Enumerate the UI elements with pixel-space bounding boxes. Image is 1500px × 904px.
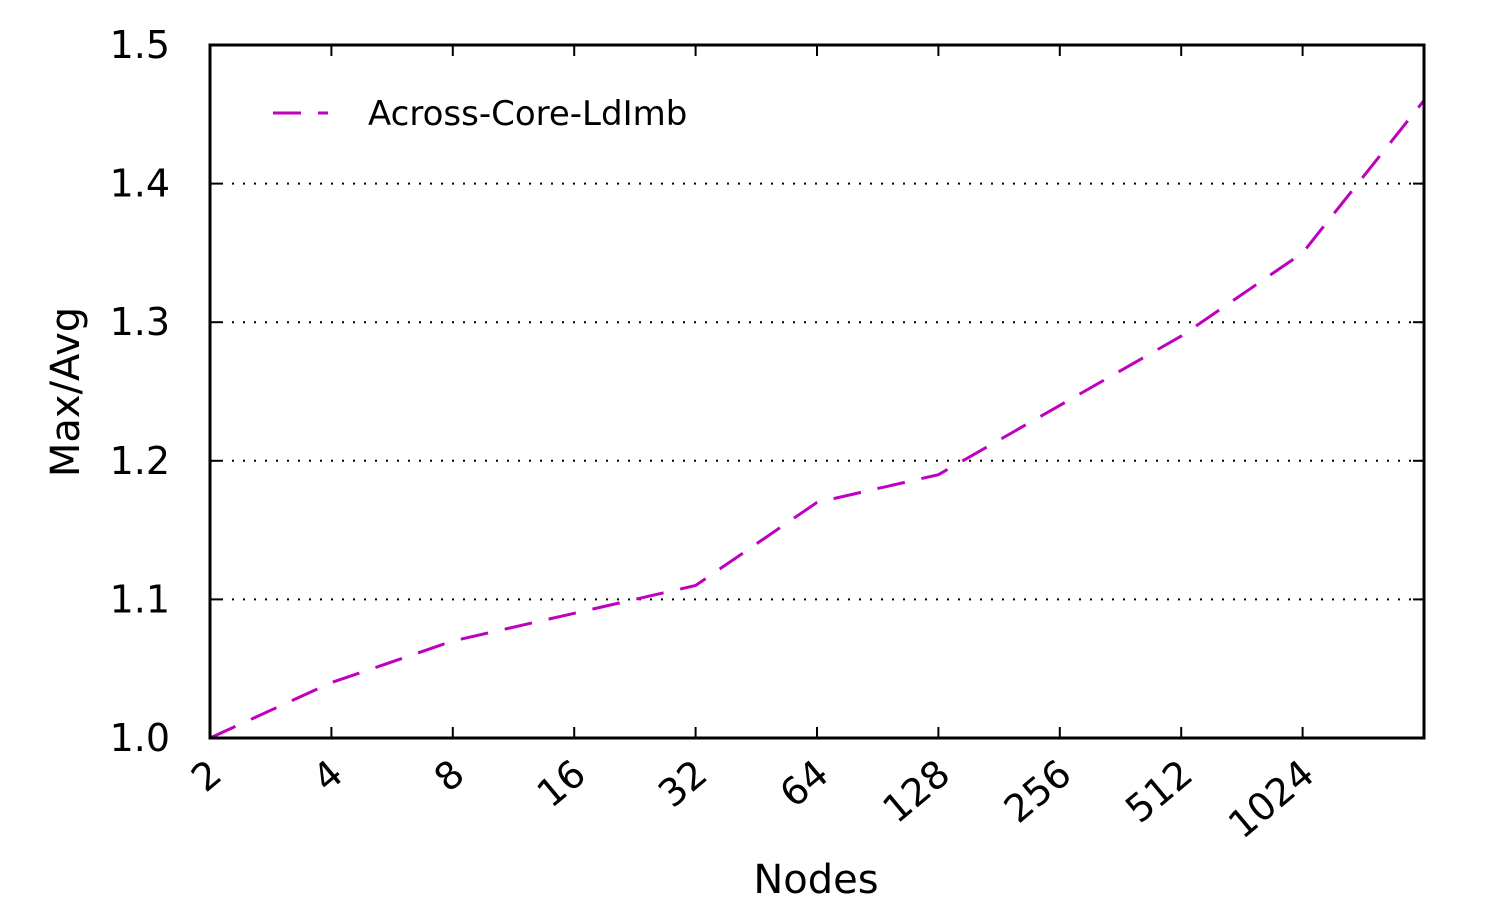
x-tick-label: 16 (529, 751, 594, 816)
y-tick-label: 1.5 (110, 23, 170, 67)
series-line (209, 99, 1426, 740)
data-point (816, 501, 819, 504)
gridlines (210, 182, 1424, 601)
legend-label: Across-Core-LdImb (368, 94, 687, 134)
y-tick-label: 1.4 (110, 162, 170, 206)
x-tick-label: 8 (426, 751, 473, 800)
y-tick-label: 1.0 (110, 716, 170, 760)
y-tick-label: 1.3 (110, 300, 170, 344)
series-lines (209, 99, 1426, 740)
data-point (1058, 404, 1061, 407)
x-tick-label: 32 (650, 751, 715, 816)
x-tick-label: 1024 (1220, 751, 1322, 847)
x-tick-label: 2 (183, 751, 230, 800)
x-axis-label: Nodes (753, 857, 878, 900)
axis-ticks (209, 44, 1424, 739)
x-tick-label: 64 (771, 751, 836, 816)
x-tick-label: 128 (874, 751, 958, 831)
data-point (451, 639, 454, 642)
y-tick-label: 1.1 (110, 577, 170, 621)
y-tick-labels: 1.0 1.1 1.2 1.3 1.4 1.5 (110, 23, 170, 760)
x-tick-label: 256 (996, 751, 1080, 831)
x-tick-label: 512 (1117, 751, 1201, 831)
x-tick-label: 4 (304, 751, 351, 800)
data-point (573, 612, 576, 615)
data-point (937, 473, 940, 476)
y-axis-label: Max/Avg (43, 307, 89, 477)
data-point (694, 584, 697, 587)
plot-frame (208, 43, 1426, 740)
x-tick-labels: 2 4 8 16 32 64 128 256 512 1024 (183, 751, 1322, 847)
data-point (1301, 251, 1304, 254)
y-tick-label: 1.2 (110, 439, 170, 483)
data-point (330, 681, 333, 684)
data-point (1180, 335, 1183, 338)
legend: Across-Core-LdImb (273, 94, 687, 134)
